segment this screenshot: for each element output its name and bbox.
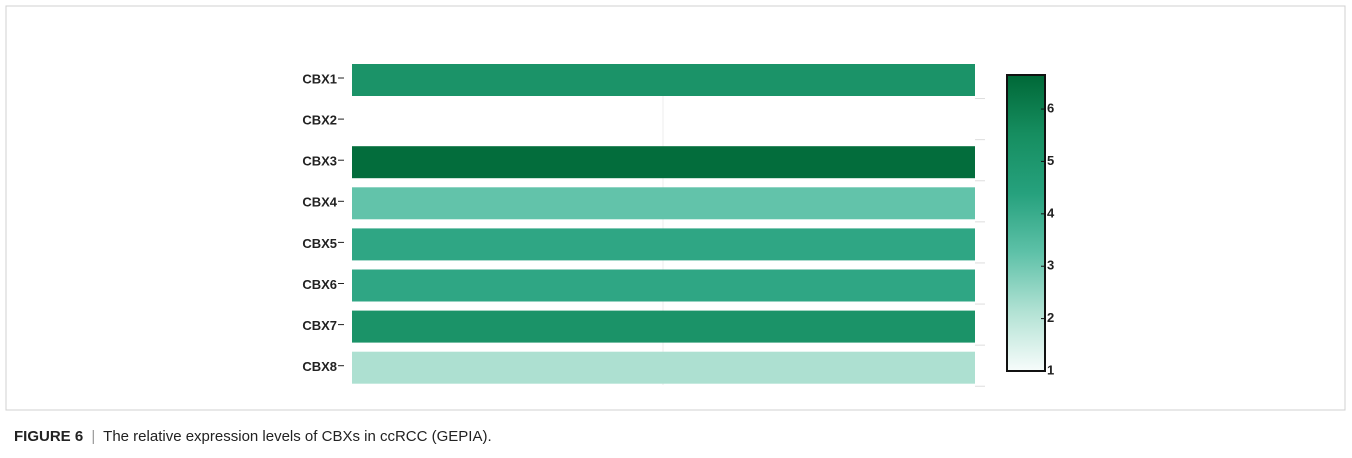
y-tick-label: CBX6: [302, 277, 337, 292]
colorbar-tick-label: 3: [1047, 258, 1054, 273]
cell: [352, 228, 975, 261]
cell: [352, 269, 975, 302]
cell: [352, 146, 975, 179]
colorbar: [1006, 74, 1046, 372]
colorbar-tick-label: 6: [1047, 100, 1054, 115]
y-tick-label: CBX7: [302, 318, 337, 333]
cell: [352, 351, 975, 384]
colorbar-tick-label: 2: [1047, 310, 1054, 325]
y-tick-label: CBX2: [302, 113, 337, 128]
caption-label: FIGURE 6: [14, 428, 83, 445]
colorbar-tick-label: 4: [1047, 205, 1055, 220]
frame: [5, 5, 1346, 411]
cell: [352, 310, 975, 343]
caption-text: The relative expression levels of CBXs i…: [103, 428, 491, 445]
y-tick-label: CBX5: [302, 236, 337, 251]
y-tick-label: CBX8: [302, 359, 337, 374]
y-tick-label: CBX4: [302, 195, 337, 210]
caption-separator: |: [91, 428, 95, 445]
cell: [352, 187, 975, 220]
y-tick-label: CBX3: [302, 154, 337, 169]
colorbar-tick-label: 1: [1047, 362, 1054, 377]
y-tick-label: CBX1: [302, 71, 337, 86]
cell: [352, 64, 975, 96]
colorbar-tick-label: 5: [1047, 153, 1054, 168]
caption: FIGURE 6 | The relative expression level…: [14, 428, 492, 445]
